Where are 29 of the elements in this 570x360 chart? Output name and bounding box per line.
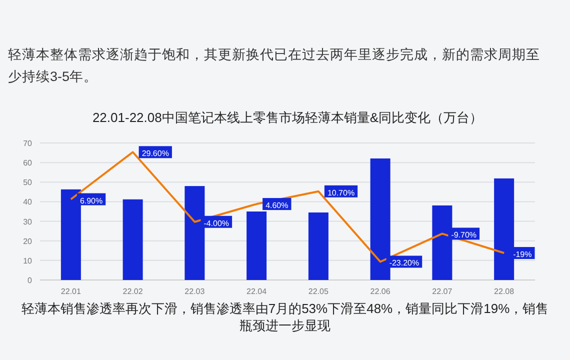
y-tick-label: 20 — [23, 236, 33, 246]
y-tick-label: 60 — [23, 158, 33, 168]
data-label: 10.70% — [327, 188, 355, 198]
data-label: -23.20% — [389, 258, 420, 268]
x-tick-label: 22.04 — [246, 287, 268, 296]
chart-title: 22.01-22.08中国笔记本线上零售市场轻薄本销量&同比变化（万台） — [92, 110, 483, 125]
x-tick-label: 22.05 — [308, 287, 329, 296]
data-label: 4.60% — [266, 201, 288, 210]
data-label: -19% — [513, 250, 532, 260]
data-label: -9.70% — [451, 230, 477, 240]
x-tick-label: 22.01 — [60, 287, 82, 296]
data-label: 6.90% — [80, 196, 103, 206]
y-tick-label: 0 — [28, 276, 33, 285]
x-tick-label: 22.06 — [370, 287, 391, 296]
y-tick-label: 40 — [23, 198, 33, 207]
x-tick-label: 22.08 — [494, 287, 515, 296]
y-tick-label: 30 — [23, 217, 33, 226]
y-tick-label: 70 — [23, 139, 33, 148]
data-label: -4.00% — [204, 218, 230, 228]
bar — [308, 212, 328, 280]
x-tick-label: 22.07 — [432, 287, 453, 296]
x-tick-label: 22.02 — [122, 287, 144, 296]
chart-subtitle: 轻薄本整体需求逐渐趋于饱和，其更新换代已在过去两年里逐步完成，新的需求周期至少持续3-5年。 — [8, 46, 541, 86]
x-tick-label: 22.03 — [184, 287, 206, 296]
bar — [122, 199, 143, 280]
text: 轻薄本销售渗透率再次下滑，销售渗透率由7月的53%下滑至48%，销量同比下滑19%，销售瓶颈进一步显现 — [20, 300, 550, 334]
y-tick-label: 50 — [23, 178, 33, 188]
y-tick-label: 10 — [23, 256, 33, 266]
data-label: 29.60% — [142, 149, 169, 158]
